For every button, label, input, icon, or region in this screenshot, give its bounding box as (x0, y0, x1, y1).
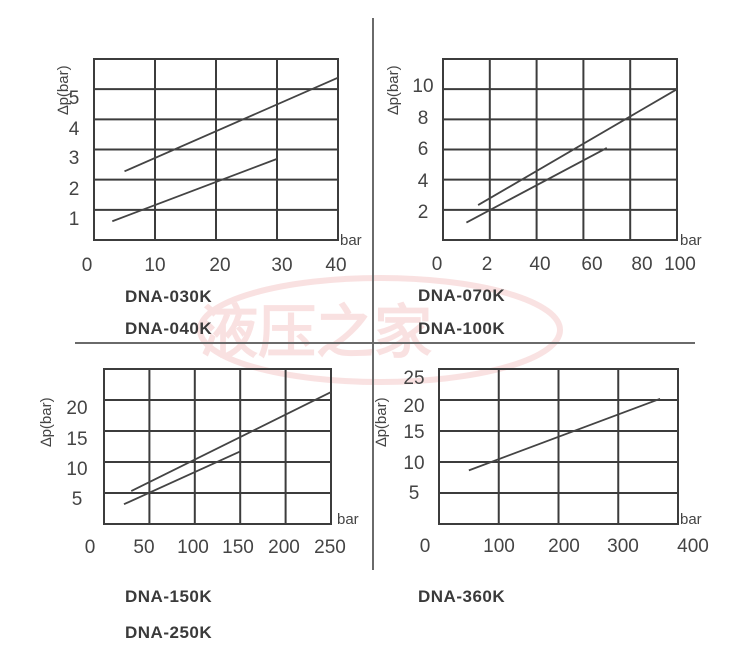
y-tick-label: 4 (418, 171, 429, 192)
y-tick-label: 2 (69, 179, 80, 200)
y-tick-label: 10 (66, 459, 87, 480)
x-tick-label: 50 (133, 537, 154, 558)
plot-frame (93, 58, 339, 241)
y-tick-label: 15 (66, 429, 87, 450)
x-tick-label: 60 (581, 254, 602, 275)
model-caption: DNA-100K (418, 319, 505, 338)
y-axis-label: ∆p(bar) (38, 397, 55, 446)
x-tick-label: 20 (209, 255, 230, 276)
y-tick-label: 5 (69, 88, 80, 109)
y-tick-label: 20 (403, 396, 424, 417)
x-tick-label: 250 (314, 537, 346, 558)
x-tick-label: 100 (177, 537, 209, 558)
x-tick-label: 100 (664, 254, 696, 275)
y-tick-label: 1 (69, 209, 80, 230)
series-line-lower (465, 147, 608, 224)
x-tick-label: 100 (483, 536, 515, 557)
x-axis-unit-label: bar (340, 232, 362, 249)
model-caption: DNA-040K (125, 319, 212, 338)
chart-panel-1: 0 10 20 30 40 1 2 3 4 5∆p(bar) bar DNA-030K DNA-040K (55, 58, 362, 338)
x-tick-label: 200 (268, 537, 300, 558)
x-tick-label: 40 (529, 254, 550, 275)
series-line-lower (111, 158, 278, 223)
y-tick-label: 5 (409, 483, 420, 504)
chart-panel-2: 0 2 40 60 80 100 2 4 6 8 10 ∆p(bar) bar DNA-070K DNA-1… (385, 58, 702, 338)
model-caption: DNA-150K (125, 587, 212, 606)
series-line-lower (123, 450, 241, 506)
x-tick-label: 80 (631, 254, 652, 275)
x-tick-label: 400 (677, 536, 709, 557)
y-tick-label: 6 (418, 139, 429, 160)
watermark: 液压之家 (197, 275, 563, 385)
y-tick-label: 15 (403, 422, 424, 443)
series-line-upper (124, 76, 339, 173)
x-tick-label: 0 (85, 537, 96, 558)
plot-frame (103, 368, 332, 525)
x-tick-label: 0 (420, 536, 431, 557)
y-tick-label: 20 (66, 398, 87, 419)
watermark-text: 液压之家 (200, 298, 432, 366)
chart-panel-4: 0 100 200 300 400 5 10 15 20 25 ∆p(bar) bar DNA-360K (373, 368, 709, 606)
model-caption: DNA-250K (125, 623, 212, 642)
x-tick-label: 300 (607, 536, 639, 557)
chart-panel-3: 0 50 100 150 200 250 5 10 15 20 ∆p(bar) bar DNA-150K… (38, 368, 359, 642)
x-axis-unit-label: bar (337, 511, 359, 528)
y-tick-label: 10 (412, 76, 433, 97)
model-caption: DNA-070K (418, 286, 505, 305)
x-tick-label: 40 (325, 255, 346, 276)
x-tick-label: 150 (222, 537, 254, 558)
x-axis-unit-label: bar (680, 232, 702, 249)
y-tick-label: 4 (69, 119, 80, 140)
y-tick-label: 25 (403, 368, 424, 389)
y-axis-label: ∆p(bar) (55, 65, 72, 114)
series-line-upper (477, 88, 678, 206)
model-caption: DNA-030K (125, 287, 212, 306)
y-tick-label: 10 (403, 453, 424, 474)
y-axis-label: ∆p(bar) (385, 65, 402, 114)
series-line-upper (130, 391, 332, 492)
y-tick-label: 8 (418, 108, 429, 129)
x-tick-label: 0 (432, 254, 443, 275)
y-axis-label: ∆p(bar) (373, 397, 390, 446)
series-line-line (468, 397, 661, 472)
x-tick-label: 2 (482, 254, 493, 275)
x-tick-label: 30 (271, 255, 292, 276)
y-tick-label: 5 (72, 489, 83, 510)
model-caption: DNA-360K (418, 587, 505, 606)
x-tick-label: 0 (82, 255, 93, 276)
plot-frame (442, 58, 678, 241)
x-axis-unit-label: bar (680, 511, 702, 528)
x-tick-label: 200 (548, 536, 580, 557)
x-tick-label: 10 (144, 255, 165, 276)
y-tick-label: 2 (418, 202, 429, 223)
y-tick-label: 3 (69, 148, 80, 169)
plot-frame (438, 368, 679, 525)
